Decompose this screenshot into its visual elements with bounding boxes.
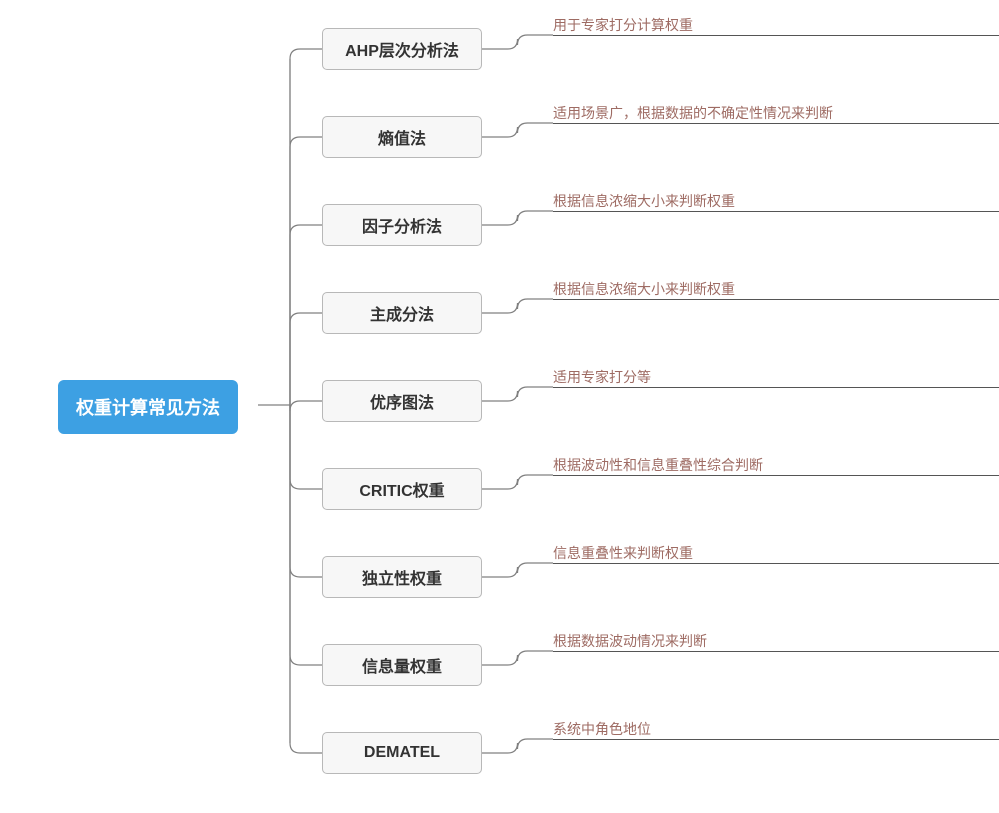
method-desc: 根据数据波动情况来判断 [553, 631, 707, 651]
method-desc: 适用专家打分等 [553, 367, 651, 387]
method-desc: 根据波动性和信息重叠性综合判断 [553, 455, 763, 475]
desc-underline [553, 299, 999, 300]
method-node: DEMATEL [322, 732, 482, 774]
method-label: 独立性权重 [362, 565, 442, 589]
method-label: CRITIC权重 [359, 477, 444, 501]
desc-underline [553, 211, 999, 212]
root-label: 权重计算常见方法 [76, 398, 220, 418]
desc-underline [553, 739, 999, 740]
method-node: AHP层次分析法 [322, 28, 482, 70]
method-desc: 用于专家打分计算权重 [553, 15, 693, 35]
mindmap-container: 权重计算常见方法 AHP层次分析法 用于专家打分计算权重熵值法 适用场景广，根据数据… [0, 0, 999, 813]
method-label: 信息量权重 [362, 653, 442, 677]
method-desc: 根据信息浓缩大小来判断权重 [553, 191, 735, 211]
method-desc: 根据信息浓缩大小来判断权重 [553, 279, 735, 299]
desc-underline [553, 563, 999, 564]
method-desc: 系统中角色地位 [553, 719, 651, 739]
desc-underline [553, 475, 999, 476]
desc-underline [553, 387, 999, 388]
method-node: 主成分法 [322, 292, 482, 334]
method-label: 熵值法 [378, 125, 426, 149]
method-label: DEMATEL [364, 744, 440, 762]
method-label: AHP层次分析法 [345, 37, 459, 61]
method-node: 因子分析法 [322, 204, 482, 246]
method-node: CRITIC权重 [322, 468, 482, 510]
method-node: 信息量权重 [322, 644, 482, 686]
desc-underline [553, 35, 999, 36]
method-node: 熵值法 [322, 116, 482, 158]
method-label: 优序图法 [370, 389, 434, 413]
method-label: 因子分析法 [362, 213, 442, 237]
method-desc: 适用场景广，根据数据的不确定性情况来判断 [553, 103, 833, 123]
root-node: 权重计算常见方法 [58, 380, 238, 434]
method-node: 优序图法 [322, 380, 482, 422]
method-node: 独立性权重 [322, 556, 482, 598]
desc-underline [553, 123, 999, 124]
method-label: 主成分法 [370, 301, 434, 325]
method-desc: 信息重叠性来判断权重 [553, 543, 693, 563]
desc-underline [553, 651, 999, 652]
